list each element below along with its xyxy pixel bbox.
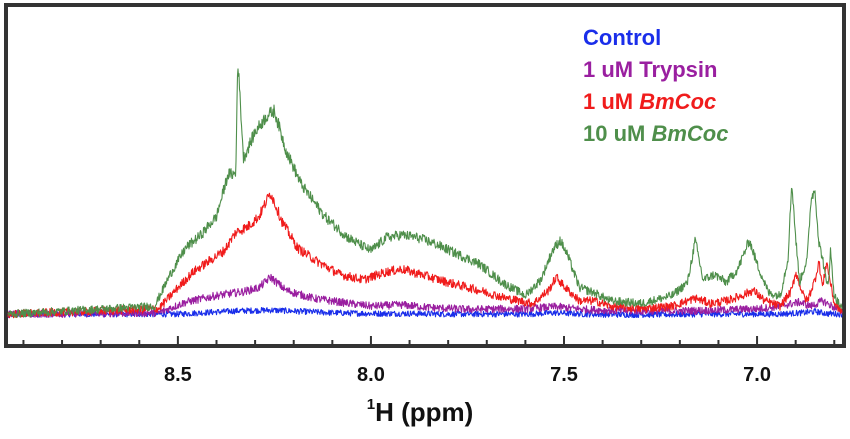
plot-frame [4,3,846,348]
x-tick-label: 8.0 [357,364,385,386]
series-layer [7,68,843,319]
legend-label: 1 uM [583,89,640,114]
legend-label-italic: BmCoc [639,89,717,114]
x-tick-label: 7.5 [550,364,578,386]
series-line-3 [7,68,843,318]
legend-label: 1 uM Trypsin [583,57,718,82]
x-axis-label-isotope: 1 [366,396,376,414]
x-axis-label: 1H (ppm) [300,396,540,428]
legend-label: Control [583,25,662,50]
legend-entry-control: Control [583,22,728,54]
legend-entry-bmcoc-10um: 10 uM BmCoc [583,118,728,150]
legend-entry-trypsin: 1 uM Trypsin [583,54,728,86]
legend-label-italic: BmCoc [651,121,729,146]
legend-label: 10 uM [583,121,652,146]
x-axis-ticks: 8.5 8.0 7.5 7.0 [22,336,836,386]
legend: Control 1 uM Trypsin 1 uM BmCoc 10 uM Bm… [583,22,728,150]
legend-entry-bmcoc-1um: 1 uM BmCoc [583,86,728,118]
x-axis-label-text: H (ppm) [375,397,474,427]
x-tick-label: 7.0 [743,364,771,386]
series-line-1 [7,273,843,319]
x-tick-label: 8.5 [164,364,192,386]
